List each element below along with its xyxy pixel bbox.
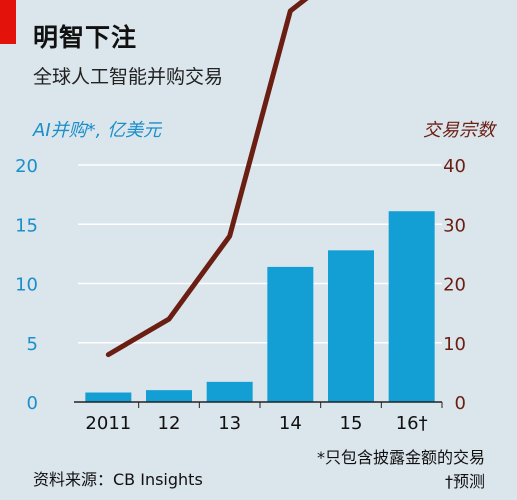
right-tick-label: 0	[455, 393, 466, 414]
left-tick-label: 0	[27, 393, 38, 414]
brand-tag	[0, 0, 16, 44]
x-tick-label: 16†	[396, 413, 428, 434]
left-axis-label: AI并购*, 亿美元	[33, 120, 162, 141]
right-tick-label: 40	[443, 156, 466, 177]
footnote: *只包含披露金额的交易	[316, 448, 485, 467]
bar	[146, 390, 192, 402]
x-tick-label: 2011	[85, 413, 131, 434]
x-tick-label: 13	[218, 413, 241, 434]
source: 资料来源：CB Insights	[33, 470, 203, 489]
chart-subtitle: 全球人工智能并购交易	[33, 66, 224, 88]
bar	[206, 381, 253, 402]
x-tick-label: 12	[158, 413, 181, 434]
forecast-note: †预测	[444, 472, 485, 491]
left-tick-label: 10	[15, 275, 38, 296]
right-tick-label: 20	[443, 275, 466, 296]
bar	[267, 266, 314, 402]
left-tick-label: 5	[27, 334, 38, 355]
right-tick-label: 30	[443, 215, 466, 236]
bar	[388, 211, 435, 402]
right-tick-label: 10	[443, 334, 466, 355]
x-tick-label: 15	[340, 413, 363, 434]
left-tick-label: 15	[15, 215, 38, 236]
chart-title: 明智下注	[33, 23, 138, 52]
left-tick-label: 20	[15, 156, 38, 177]
x-tick-label: 14	[279, 413, 302, 434]
bar	[85, 392, 132, 402]
bar	[328, 250, 374, 402]
right-axis-label: 交易宗数	[423, 120, 495, 141]
line-series-deals	[105, 0, 309, 358]
